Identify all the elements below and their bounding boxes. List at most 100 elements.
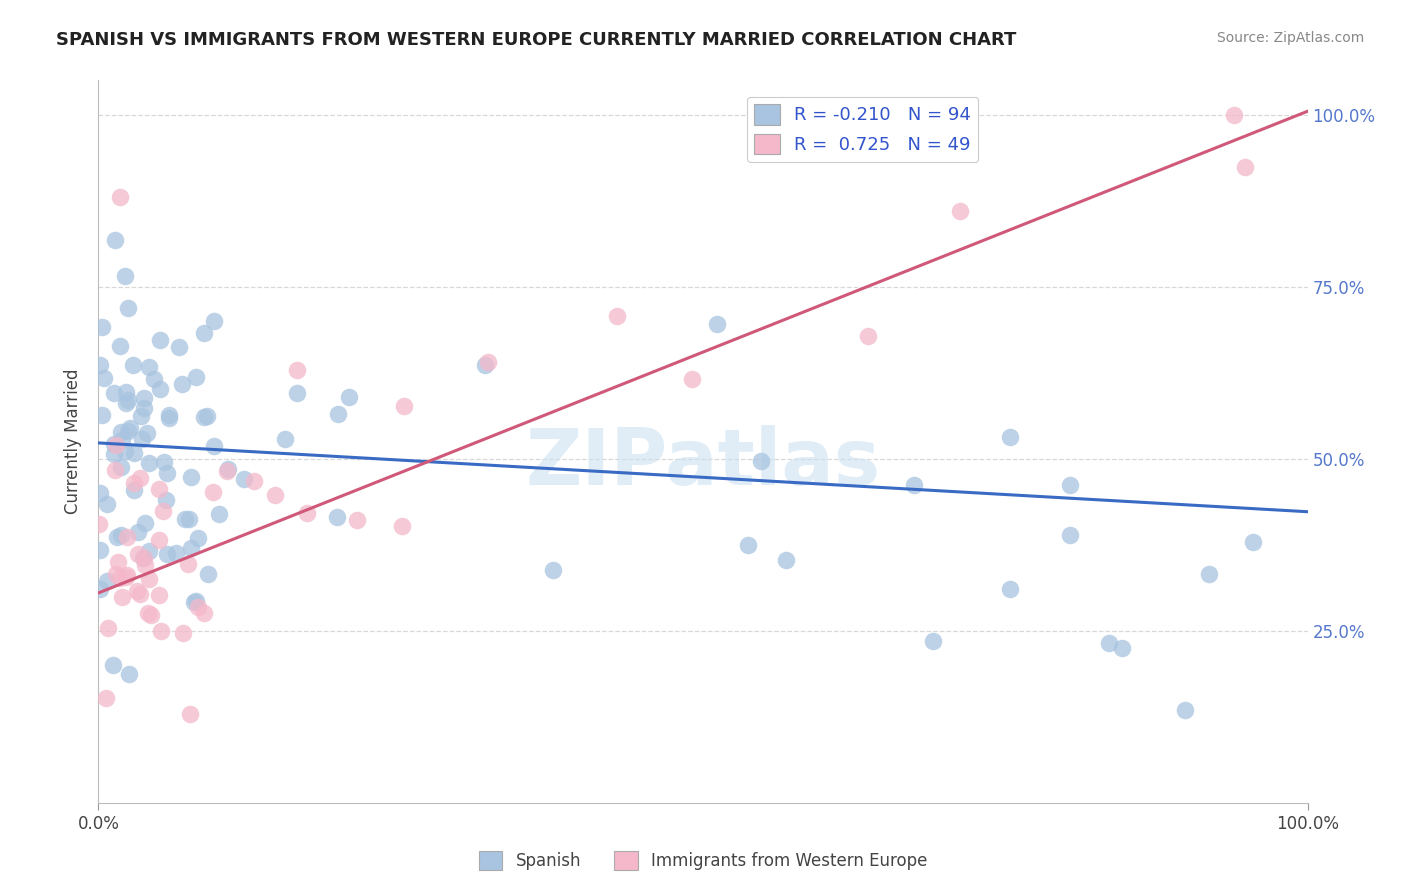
Point	[1059, 527, 1081, 541]
Point	[134, 558, 156, 572]
Y-axis label: Currently Married: Currently Married	[65, 368, 83, 515]
Point	[207, 507, 229, 521]
Text: SPANISH VS IMMIGRANTS FROM WESTERN EUROPE CURRENTLY MARRIED CORRELATION CHART: SPANISH VS IMMIGRANTS FROM WESTERN EUROP…	[56, 31, 1017, 49]
Point	[111, 590, 134, 604]
Point	[174, 512, 197, 526]
Point	[114, 444, 136, 458]
Point	[285, 386, 308, 401]
Point	[858, 329, 880, 343]
Point	[103, 446, 125, 460]
Point	[104, 463, 127, 477]
Point	[118, 666, 141, 681]
Point	[775, 553, 797, 567]
Point	[157, 410, 180, 425]
Point	[337, 390, 360, 404]
Point	[114, 268, 136, 283]
Point	[132, 391, 155, 405]
Point	[122, 446, 145, 460]
Point	[606, 309, 628, 323]
Point	[124, 475, 146, 490]
Point	[183, 595, 205, 609]
Point	[101, 657, 124, 672]
Point	[149, 382, 172, 396]
Point	[949, 204, 972, 219]
Point	[129, 470, 152, 484]
Point	[127, 525, 149, 540]
Point	[93, 371, 115, 385]
Point	[131, 432, 153, 446]
Point	[187, 600, 209, 615]
Point	[117, 301, 139, 315]
Point	[232, 472, 254, 486]
Point	[998, 430, 1021, 444]
Point	[115, 395, 138, 409]
Point	[153, 455, 176, 469]
Point	[1059, 478, 1081, 492]
Point	[202, 439, 225, 453]
Point	[706, 317, 728, 331]
Point	[998, 582, 1021, 597]
Point	[193, 607, 215, 621]
Point	[132, 550, 155, 565]
Point	[115, 570, 138, 584]
Point	[105, 530, 128, 544]
Point	[180, 470, 202, 484]
Point	[1111, 641, 1133, 656]
Point	[115, 384, 138, 399]
Point	[124, 483, 146, 498]
Point	[89, 582, 111, 597]
Point	[111, 434, 134, 448]
Point	[681, 372, 703, 386]
Point	[138, 544, 160, 558]
Point	[89, 358, 111, 372]
Point	[326, 509, 349, 524]
Point	[96, 574, 118, 588]
Point	[127, 583, 149, 598]
Point	[474, 358, 496, 372]
Legend: R = -0.210   N = 94, R =  0.725   N = 49: R = -0.210 N = 94, R = 0.725 N = 49	[747, 96, 979, 161]
Point	[903, 478, 925, 492]
Point	[197, 567, 219, 582]
Point	[346, 513, 368, 527]
Point	[117, 392, 139, 407]
Point	[285, 363, 308, 377]
Point	[132, 550, 155, 565]
Point	[96, 497, 118, 511]
Point	[132, 401, 155, 416]
Point	[104, 233, 127, 247]
Point	[157, 408, 180, 422]
Point	[91, 320, 114, 334]
Point	[117, 424, 139, 438]
Point	[477, 355, 499, 369]
Point	[127, 547, 149, 561]
Point	[165, 545, 187, 559]
Point	[186, 370, 208, 384]
Point	[97, 621, 120, 635]
Point	[1174, 704, 1197, 718]
Point	[87, 517, 110, 532]
Point	[104, 567, 127, 582]
Point	[193, 326, 215, 340]
Point	[134, 516, 156, 530]
Point	[737, 538, 759, 552]
Point	[107, 555, 129, 569]
Point	[110, 459, 132, 474]
Point	[155, 547, 177, 561]
Point	[391, 519, 413, 533]
Point	[110, 425, 132, 440]
Point	[136, 426, 159, 441]
Point	[193, 410, 215, 425]
Point	[156, 466, 179, 480]
Point	[392, 400, 415, 414]
Point	[89, 486, 111, 500]
Text: ZIPatlas: ZIPatlas	[526, 425, 880, 501]
Point	[197, 409, 219, 423]
Point	[138, 359, 160, 374]
Point	[150, 624, 173, 638]
Point	[115, 530, 138, 544]
Point	[103, 437, 125, 451]
Point	[184, 594, 207, 608]
Point	[152, 504, 174, 518]
Point	[187, 531, 209, 545]
Point	[170, 376, 193, 391]
